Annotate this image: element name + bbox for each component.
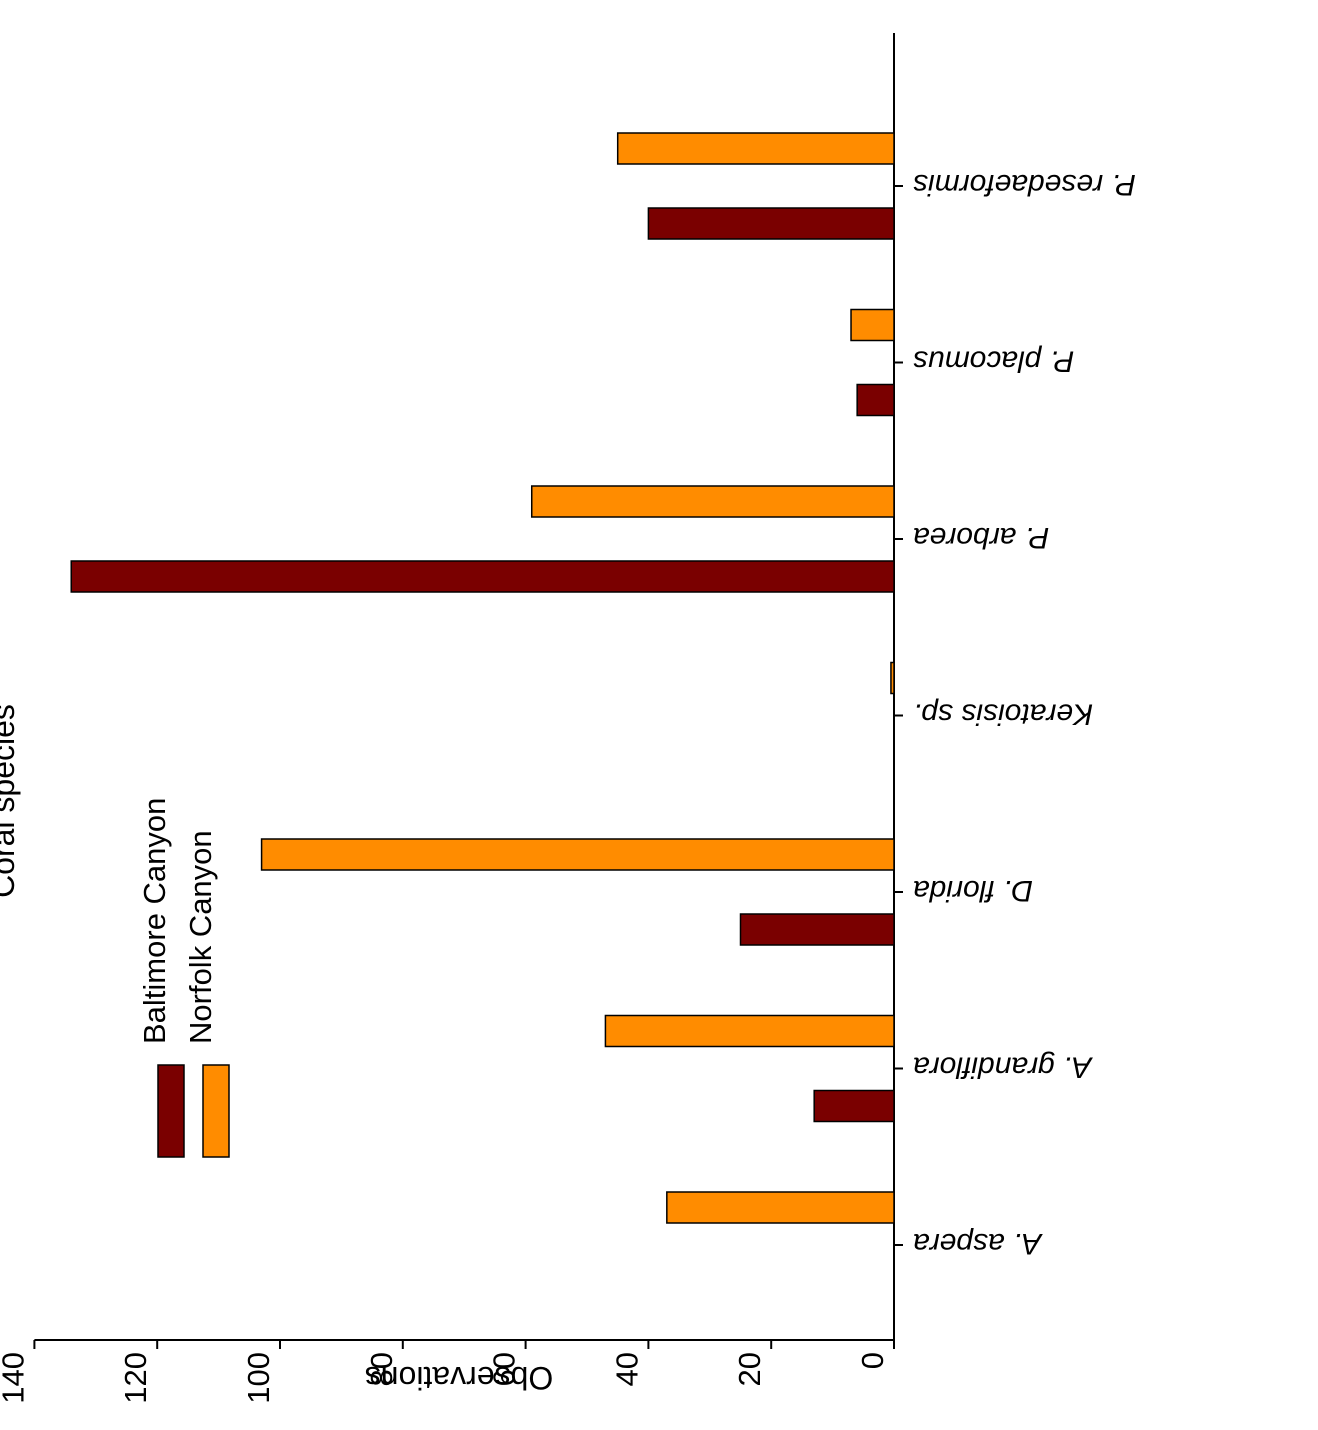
legend-label-norfolk: Norfolk Canyon	[183, 830, 218, 1044]
legend-swatch-norfolk	[202, 1064, 230, 1158]
x-axis-title: Observations	[365, 1360, 554, 1396]
bar-baltimore	[813, 1089, 895, 1123]
bar-baltimore	[70, 560, 895, 593]
bar-norfolk	[850, 308, 895, 342]
x-tick-label: 140	[0, 1352, 30, 1404]
bar-baltimore	[647, 207, 895, 240]
bar-norfolk	[260, 838, 895, 871]
category-label: A. grandiflora	[913, 1051, 1093, 1084]
category-label: P. arborea	[913, 521, 1049, 554]
category-label: Keratoisis sp.	[913, 698, 1093, 731]
legend: Baltimore Canyon Norfolk Canyon	[137, 798, 230, 1158]
bar-baltimore	[739, 913, 895, 946]
category-label: P. placomus	[913, 345, 1074, 378]
category-label: P. resedaeformis	[913, 168, 1136, 201]
x-tick-label: 120	[118, 1352, 153, 1404]
bar-norfolk	[666, 1191, 895, 1224]
x-tick-label: 80	[364, 1352, 399, 1386]
bar-norfolk	[530, 485, 895, 518]
x-tick-label: 0	[855, 1352, 890, 1369]
category-label: D. florida	[913, 874, 1033, 907]
x-tick-label: 100	[241, 1352, 276, 1404]
bar-norfolk	[604, 1014, 895, 1048]
bar-norfolk	[890, 661, 895, 695]
bar-baltimore	[856, 383, 895, 417]
x-tick-label: 20	[732, 1352, 767, 1386]
bar-norfolk	[616, 132, 895, 165]
category-label: A. aspera	[913, 1227, 1043, 1260]
bars	[70, 132, 895, 1224]
axes: 0 20 40 60 80 100 120 140 A. aspera A. grandiflor…	[0, 33, 1136, 1404]
x-tick-label: 60	[487, 1352, 522, 1386]
legend-label-baltimore: Baltimore Canyon	[137, 798, 172, 1044]
y-axis-title: Coral species	[0, 704, 21, 898]
x-tick-label: 40	[609, 1352, 644, 1386]
legend-swatch-baltimore	[157, 1064, 185, 1158]
chart-rotated-group: 0 20 40 60 80 100 120 140 A. aspera A. grandiflor…	[0, 33, 1136, 1404]
